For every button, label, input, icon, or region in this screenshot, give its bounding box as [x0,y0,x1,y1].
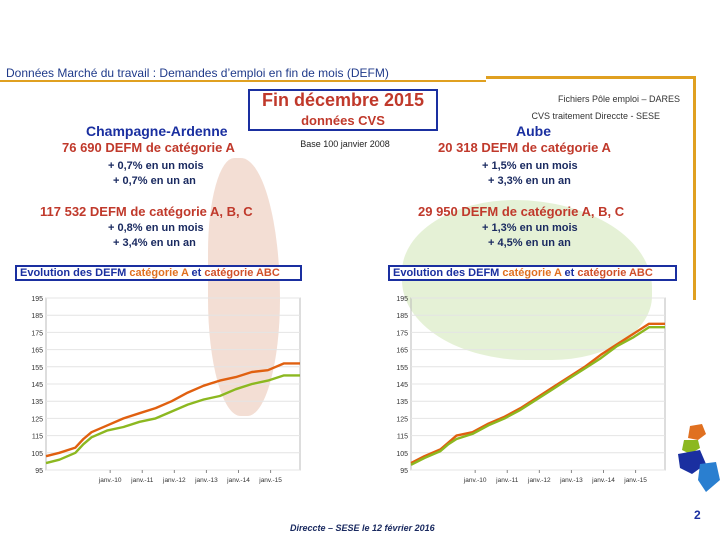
left-cat-abc-year: + 3,4% en un an [113,237,196,249]
header-frame [486,76,696,300]
left-cat-a-month: + 0,7% en un mois [108,160,204,172]
x-tick-label: janv.-10 [98,477,122,484]
y-tick-label: 175 [396,330,408,337]
y-tick-label: 165 [396,348,408,355]
y-tick-label: 145 [396,382,408,389]
x-tick-label: janv.-11 [130,477,154,484]
y-tick-label: 115 [32,434,43,441]
source-note-1: Fichiers Pôle emploi – DARES [557,94,680,104]
main-title-frame [248,89,438,131]
main-subtitle: données CVS [301,113,385,128]
evo-mid: et [188,267,205,279]
right-cat-a-value: 20 318 DEFM de catégorie A [438,140,611,155]
footer-note: Direccte – SESE le 12 février 2016 [290,523,435,533]
evo-prefix: Evolution des DEFM [393,267,503,279]
y-tick-label: 165 [31,348,43,355]
y-tick-label: 175 [31,330,43,337]
series-line-a [410,326,665,466]
left-cat-a-value: 76 690 DEFM de catégorie A [62,140,235,155]
evo-mid: et [561,267,578,279]
region-mini-map-icon [678,424,720,492]
y-tick-label: 125 [31,416,43,423]
page-title: Données Marché du travail : Demandes d’e… [6,66,389,80]
y-tick-label: 125 [396,416,408,423]
x-tick-label: janv.-14 [226,477,250,484]
y-tick-label: 185 [31,313,43,320]
base-note: Base 100 janvier 2008 [300,139,390,149]
y-tick-label: 155 [396,365,408,372]
chart-label-left: Evolution des DEFM catégorie A et catégo… [15,265,302,281]
y-tick-label: 95 [35,468,43,475]
y-tick-label: 185 [396,313,408,320]
chart-champagne-ardenne: 95 105 115 125 135 145 155 165 175 185 195 janv.-10… [31,296,301,484]
x-tick-label: janv.-15 [258,477,282,484]
left-cat-abc-value: 117 532 DEFM de catégorie A, B, C [40,204,253,219]
evo-cat-abc: catégorie ABC [577,267,653,279]
x-tick-label: janv.-13 [194,477,218,484]
y-tick-label: 135 [31,399,43,406]
evo-cat-a: catégorie A [502,267,562,279]
chart-label-right: Evolution des DEFM catégorie A et catégo… [388,265,677,281]
evo-prefix: Evolution des DEFM [20,267,130,279]
y-tick-label: 95 [400,468,408,475]
chart-aube: 95 105 115 125 135 145 155 165 175 185 195 janv.-10… [396,296,666,484]
source-note-2: CVS traitement Direccte - SESE [531,111,660,121]
page-number: 2 [694,508,701,522]
y-tick-label: 135 [396,399,408,406]
y-tick-label: 195 [31,296,43,303]
right-cat-abc-value: 29 950 DEFM de catégorie A, B, C [418,204,625,219]
right-cat-a-year: + 3,3% en un an [488,175,571,187]
x-tick-label: janv.-12 [162,477,186,484]
series-line-abc [410,322,665,465]
region-name-left: Champagne-Ardenne [86,123,228,139]
y-tick-label: 115 [397,434,408,441]
x-tick-label: janv.-10 [463,477,487,484]
right-cat-a-month: + 1,5% en un mois [482,160,578,172]
evo-cat-a: catégorie A [129,267,189,279]
y-tick-label: 105 [396,451,408,458]
main-title: Fin décembre 2015 [261,90,425,110]
champagne-ardenne-map-shape [208,158,280,416]
y-tick-label: 195 [396,296,408,303]
right-cat-abc-month: + 1,3% en un mois [482,222,578,234]
y-tick-label: 155 [31,365,43,372]
y-tick-label: 145 [31,382,43,389]
x-tick-label: janv.-15 [623,477,647,484]
x-tick-label: janv.-14 [591,477,615,484]
region-name-right: Aube [516,123,551,139]
right-cat-abc-year: + 4,5% en un an [488,237,571,249]
x-tick-label: janv.-13 [559,477,583,484]
header-underline [0,80,486,82]
x-tick-label: janv.-11 [495,477,519,484]
y-tick-label: 105 [31,451,43,458]
x-tick-label: janv.-12 [527,477,551,484]
evo-cat-abc: catégorie ABC [204,267,280,279]
left-cat-abc-month: + 0,8% en un mois [108,222,204,234]
series-line-abc [45,362,300,458]
series-line-a [45,374,300,465]
left-cat-a-year: + 0,7% en un an [113,175,196,187]
